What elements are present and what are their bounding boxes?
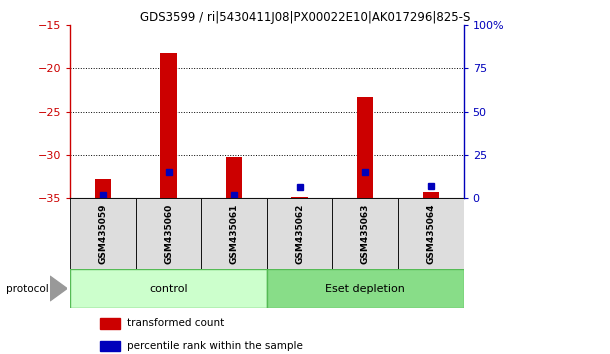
Bar [398, 198, 464, 269]
Bar [201, 198, 267, 269]
Text: GSM435060: GSM435060 [164, 204, 173, 264]
Bar [160, 53, 177, 198]
Text: protocol: protocol [6, 284, 49, 293]
Bar [70, 269, 267, 308]
Bar [135, 198, 201, 269]
Bar [267, 198, 332, 269]
Text: GSM435064: GSM435064 [426, 204, 436, 264]
Bar [423, 192, 439, 198]
Text: Eset depletion: Eset depletion [325, 284, 405, 293]
Bar [70, 198, 136, 269]
Polygon shape [50, 276, 67, 301]
Bar [100, 341, 120, 352]
Bar [267, 269, 464, 308]
Bar [226, 156, 242, 198]
Bar [95, 179, 111, 198]
Text: GSM435061: GSM435061 [229, 204, 239, 264]
Text: GSM435063: GSM435063 [361, 204, 370, 264]
Bar [100, 318, 120, 329]
Bar [357, 97, 373, 198]
Text: transformed count: transformed count [127, 318, 224, 329]
Text: GDS3599 / ri|5430411J08|PX00022E10|AK017296|825-S: GDS3599 / ri|5430411J08|PX00022E10|AK017… [140, 11, 470, 24]
Bar [332, 198, 398, 269]
Text: control: control [149, 284, 188, 293]
Text: percentile rank within the sample: percentile rank within the sample [127, 341, 303, 352]
Text: GSM435059: GSM435059 [98, 204, 107, 264]
Text: GSM435062: GSM435062 [295, 204, 304, 264]
